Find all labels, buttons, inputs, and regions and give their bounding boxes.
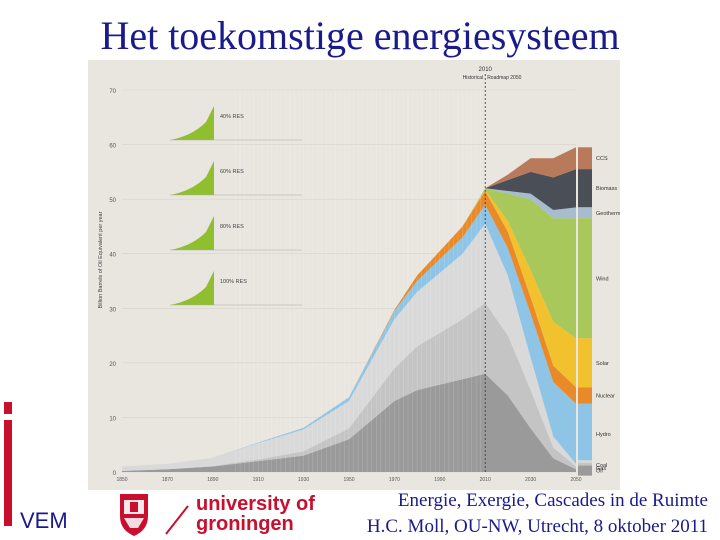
legend-swatch-ccs [578, 147, 592, 170]
x-tick-label: 2050 [570, 477, 581, 483]
inset-label: 80% RES [220, 224, 244, 230]
vem-red-bar [4, 402, 12, 526]
university-name-line1: university of [196, 493, 315, 515]
y-tick-label: 0 [113, 471, 117, 477]
vem-logo-text: VEM [20, 508, 68, 533]
inset-area [170, 161, 214, 195]
x-tick-label: 1930 [298, 477, 309, 483]
y-tick-label: 40 [109, 253, 116, 259]
legend-label-hydro: Hydro [596, 432, 611, 438]
legend-label-solar: Solar [596, 361, 609, 367]
legend: CCS Biomass Geotherm Wind Solar Nuclear Hydro C… [578, 147, 620, 476]
slide-title: Het toekomstige energiesysteem [100, 13, 620, 58]
x-tick-label: 1850 [116, 477, 127, 483]
divider-roadmap-label: Roadmap 2050 [487, 75, 521, 81]
legend-label-oil: Oil [596, 469, 603, 475]
university-slash-icon [165, 505, 189, 535]
university-name: university of groningen [196, 494, 315, 534]
area-wind [122, 188, 576, 467]
legend-swatch-geotherm [578, 207, 592, 219]
y-tick-label: 30 [109, 307, 116, 313]
inset-label: 40% RES [220, 114, 244, 120]
area-coal [122, 223, 576, 471]
x-tick-label: 2030 [525, 477, 536, 483]
legend-swatch-wind [578, 218, 592, 339]
area-gas [122, 302, 576, 471]
x-tick-label: 1910 [253, 477, 264, 483]
series-areas [122, 90, 576, 472]
energy-chart: 0 10 20 30 40 50 60 70 1850 1870 1890 1910 1930 1950… [88, 60, 620, 490]
legend-label-nuclear: Nuclear [596, 394, 615, 400]
x-tick-label: 1990 [434, 477, 445, 483]
res-insets: 40% RES 60% RES 80% RES 100% RES [170, 106, 302, 306]
res-inset: 40% RES [170, 106, 302, 141]
footer-line-2: H.C. Moll, OU-NW, Utrecht, 8 oktober 201… [366, 516, 708, 537]
inset-label: 100% RES [220, 279, 247, 285]
x-tick-label: 1890 [207, 477, 218, 483]
y-axis-label: Billion Barrels of Oil Equivalent per ye… [98, 211, 104, 308]
y-tick-label: 50 [109, 198, 116, 204]
legend-label-ccs: CCS [596, 156, 608, 162]
x-axis-ticks: 1850 1870 1890 1910 1930 1950 1970 1990 2010 2030… [116, 477, 581, 483]
university-logo [120, 494, 189, 536]
footer-line-1: Energie, Exergie, Cascades in de Ruimte [397, 490, 708, 511]
y-axis-ticks: 0 10 20 30 40 50 60 70 [109, 89, 116, 477]
legend-swatch-oil [578, 465, 592, 476]
y-tick-label: 20 [109, 362, 116, 368]
x-tick-label: 1950 [343, 477, 354, 483]
university-name-line2: groningen [196, 513, 294, 535]
inset-area [170, 216, 214, 250]
vem-bar-gap [4, 414, 12, 420]
legend-swatch-hydro [578, 403, 592, 464]
inset-area [170, 271, 214, 305]
res-inset: 100% RES [170, 271, 302, 306]
inset-area [170, 106, 214, 140]
legend-label-biomass: Biomass [596, 186, 617, 192]
inset-label: 60% RES [220, 169, 244, 175]
area-oil [122, 373, 576, 472]
x-tick-label: 1970 [389, 477, 400, 483]
legend-label-gas: Gas [596, 466, 606, 472]
y-tick-label: 10 [109, 416, 116, 422]
legend-swatch-biomass [578, 169, 592, 208]
y-tick-label: 70 [109, 89, 116, 95]
legend-swatch-solar [578, 338, 592, 388]
res-inset: 80% RES [170, 216, 302, 251]
y-tick-label: 60 [109, 144, 116, 150]
legend-swatch-nuclear [578, 387, 592, 404]
legend-label-wind: Wind [596, 276, 609, 282]
divider-year-label: 2010 [479, 67, 493, 73]
x-tick-label: 2010 [480, 477, 491, 483]
x-tick-label: 1870 [162, 477, 173, 483]
divider-historical-label: Historical [463, 75, 484, 81]
legend-label-coal: Coal [596, 463, 607, 469]
res-inset: 60% RES [170, 161, 302, 196]
gridlines [122, 89, 576, 473]
legend-label-geotherm: Geotherm [596, 211, 620, 217]
